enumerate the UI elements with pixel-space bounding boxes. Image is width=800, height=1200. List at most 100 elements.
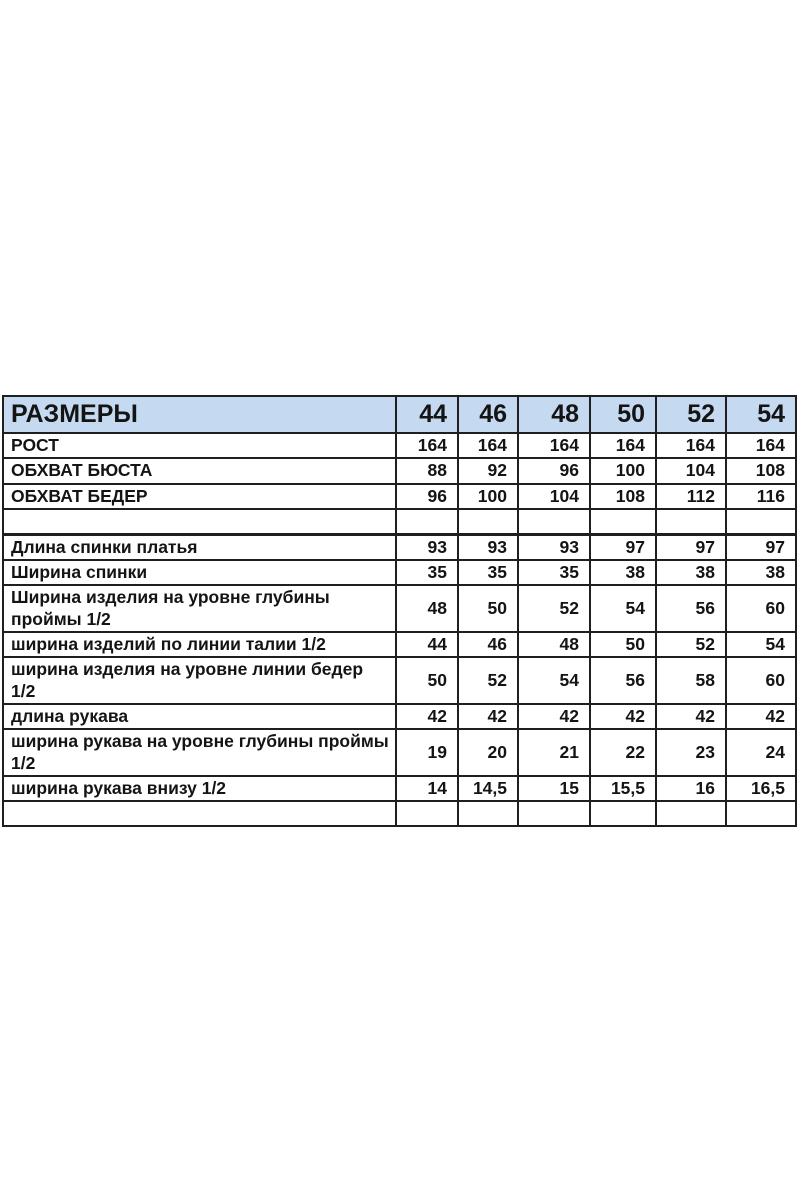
value-cell: 100 (457, 482, 519, 511)
value-cell: 38 (725, 558, 797, 587)
value-cell: 104 (517, 482, 591, 511)
value-cell: 58 (655, 656, 727, 705)
row-label-cell: ширина изделия на уровне линии бедер 1/2 (2, 656, 397, 705)
spacer-row (2, 508, 797, 536)
value-cell: 164 (395, 431, 459, 460)
size-chart-table: РАЗМЕРЫ 44 46 48 50 52 54 РОСТ 164 164 164 164 164… (2, 395, 797, 828)
value-cell: 108 (725, 457, 797, 485)
value-cell: 19 (395, 728, 459, 777)
value-cell: 24 (725, 728, 797, 777)
value-cell (395, 508, 459, 536)
value-cell (517, 508, 591, 536)
table-row: РОСТ 164 164 164 164 164 164 (2, 431, 797, 460)
value-cell: 20 (457, 728, 519, 777)
value-cell: 97 (655, 532, 727, 561)
value-cell: 164 (655, 431, 727, 460)
value-cell: 38 (655, 558, 727, 587)
value-cell: 60 (725, 656, 797, 705)
table-row: ширина рукава внизу 1/2 14 14,5 15 15,5 16 16,… (2, 774, 797, 803)
value-cell: 88 (395, 457, 459, 485)
value-cell: 56 (589, 656, 657, 705)
table-header-label: РАЗМЕРЫ (2, 395, 397, 434)
table-row: ширина изделия на уровне линии бедер 1/2… (2, 656, 797, 705)
value-cell: 164 (725, 431, 797, 460)
spacer-row (2, 800, 797, 828)
value-cell: 52 (655, 630, 727, 659)
value-cell: 164 (457, 431, 519, 460)
value-cell: 50 (457, 584, 519, 633)
value-cell: 116 (725, 482, 797, 511)
size-header-cell: 48 (517, 395, 591, 434)
value-cell: 92 (457, 457, 519, 485)
value-cell: 48 (395, 584, 459, 633)
table-row: ОБХВАТ БЮСТА 88 92 96 100 104 108 (2, 457, 797, 485)
value-cell: 50 (395, 656, 459, 705)
row-label-cell: ширина рукава внизу 1/2 (2, 774, 397, 803)
size-header-cell: 52 (655, 395, 727, 434)
value-cell: 93 (395, 532, 459, 561)
table-row: ОБХВАТ БЕДЕР 96 100 104 108 112 116 (2, 482, 797, 511)
value-cell: 54 (517, 656, 591, 705)
value-cell: 16,5 (725, 774, 797, 803)
value-cell: 22 (589, 728, 657, 777)
table-body: РОСТ 164 164 164 164 164 164 ОБХВАТ БЮСТА 88 92 96… (2, 431, 797, 828)
row-label-cell: ОБХВАТ БЕДЕР (2, 482, 397, 511)
value-cell: 35 (457, 558, 519, 587)
table-row: Ширина спинки 35 35 35 38 38 38 (2, 558, 797, 587)
row-label-cell: Длина спинки платья (2, 532, 397, 561)
value-cell: 14,5 (457, 774, 519, 803)
value-cell (395, 800, 459, 828)
value-cell: 93 (457, 532, 519, 561)
value-cell (725, 800, 797, 828)
value-cell: 16 (655, 774, 727, 803)
value-cell: 42 (457, 702, 519, 731)
row-label-cell: Ширина спинки (2, 558, 397, 587)
value-cell: 52 (457, 656, 519, 705)
size-header-cell: 44 (395, 395, 459, 434)
row-label-cell: РОСТ (2, 431, 397, 460)
size-header-cell: 54 (725, 395, 797, 434)
value-cell: 108 (589, 482, 657, 511)
value-cell: 44 (395, 630, 459, 659)
value-cell: 164 (589, 431, 657, 460)
value-cell (589, 508, 657, 536)
value-cell: 42 (395, 702, 459, 731)
value-cell: 42 (589, 702, 657, 731)
size-chart: РАЗМЕРЫ 44 46 48 50 52 54 РОСТ 164 164 164 164 164… (2, 395, 797, 828)
value-cell: 56 (655, 584, 727, 633)
value-cell: 42 (655, 702, 727, 731)
value-cell (517, 800, 591, 828)
value-cell: 112 (655, 482, 727, 511)
value-cell: 42 (725, 702, 797, 731)
value-cell: 14 (395, 774, 459, 803)
value-cell: 21 (517, 728, 591, 777)
value-cell: 104 (655, 457, 727, 485)
value-cell: 164 (517, 431, 591, 460)
value-cell: 15,5 (589, 774, 657, 803)
value-cell: 46 (457, 630, 519, 659)
value-cell: 54 (589, 584, 657, 633)
value-cell: 54 (725, 630, 797, 659)
size-header-cell: 50 (589, 395, 657, 434)
value-cell (725, 508, 797, 536)
table-header-row: РАЗМЕРЫ 44 46 48 50 52 54 (2, 395, 797, 434)
value-cell (457, 800, 519, 828)
table-row: Ширина изделия на уровне глубины проймы … (2, 584, 797, 633)
value-cell: 96 (517, 457, 591, 485)
row-label-cell: длина рукава (2, 702, 397, 731)
value-cell (655, 800, 727, 828)
value-cell: 23 (655, 728, 727, 777)
row-label-cell: Ширина изделия на уровне глубины проймы … (2, 584, 397, 633)
size-header-cell: 46 (457, 395, 519, 434)
value-cell: 52 (517, 584, 591, 633)
row-label-cell (2, 800, 397, 828)
row-label-cell (2, 508, 397, 536)
row-label-cell: ОБХВАТ БЮСТА (2, 457, 397, 485)
value-cell: 96 (395, 482, 459, 511)
row-label-cell: ширина изделий по линии талии 1/2 (2, 630, 397, 659)
value-cell: 50 (589, 630, 657, 659)
table-row: Длина спинки платья 93 93 93 97 97 97 (2, 532, 797, 561)
table-row: ширина рукава на уровне глубины проймы 1… (2, 728, 797, 777)
value-cell: 38 (589, 558, 657, 587)
